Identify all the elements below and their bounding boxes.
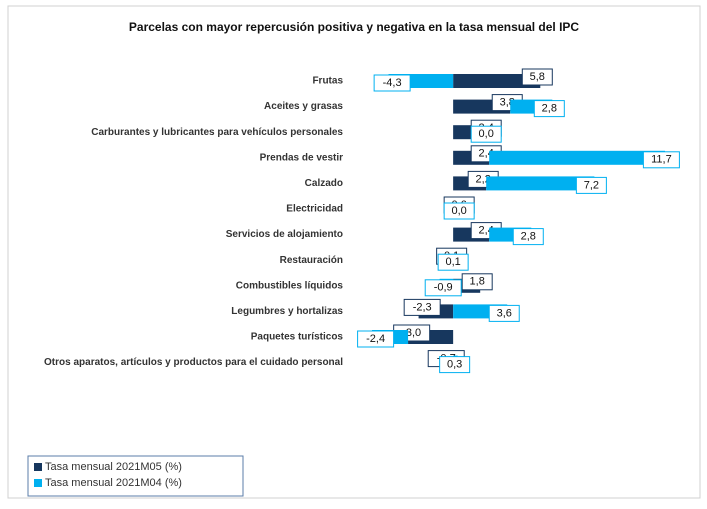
data-label: 5,8 [530, 71, 545, 83]
bar [489, 150, 665, 165]
category-label: Restauración [280, 255, 343, 266]
category-label: Combustibles líquidos [236, 280, 344, 291]
legend-label: Tasa mensual 2021M05 (%) [45, 461, 182, 473]
data-label-box [488, 304, 520, 322]
data-label-box [373, 74, 411, 92]
data-label: 0,1 [445, 256, 460, 268]
data-label-box [461, 273, 493, 291]
bar [486, 176, 595, 191]
data-label-box [439, 356, 471, 374]
bar [453, 74, 541, 88]
data-label-box [470, 125, 502, 143]
category-label: Legumbres y hortalizas [231, 306, 343, 317]
data-label-box [424, 279, 462, 297]
data-label-box [575, 176, 607, 194]
data-label: 3,6 [497, 307, 512, 319]
data-label: -0,9 [434, 282, 453, 294]
data-label: 0,3 [447, 359, 462, 371]
legend-label: Tasa mensual 2021M04 (%) [45, 477, 182, 489]
category-label: Paquetes turísticos [251, 332, 344, 343]
data-label-box [437, 253, 469, 271]
data-label: 0,0 [479, 128, 494, 140]
category-label: Otros aparatos, artículos y productos pa… [44, 357, 343, 368]
data-label: 2,8 [542, 103, 557, 115]
legend-swatch [34, 479, 42, 487]
category-label: Servicios de alojamiento [226, 229, 343, 240]
data-label: 11,7 [651, 154, 672, 166]
data-label-box [512, 228, 544, 246]
category-label: Carburantes y lubricantes para vehículos… [91, 127, 343, 138]
chart-frame [7, 5, 701, 499]
category-label: Aceites y grasas [264, 101, 343, 112]
data-label-box [357, 330, 395, 348]
data-label-box [642, 151, 680, 169]
data-label-box [403, 298, 441, 316]
data-label: 2,8 [521, 231, 536, 243]
data-label: -4,3 [383, 77, 402, 89]
data-label-box [443, 202, 475, 220]
data-label: 1,8 [470, 276, 485, 288]
data-label-box [533, 100, 565, 118]
legend-swatch [34, 463, 42, 471]
data-label: 0,0 [452, 205, 467, 217]
data-label: -2,4 [366, 333, 385, 345]
category-label: Calzado [305, 178, 343, 189]
category-label: Frutas [312, 76, 343, 87]
legend [27, 455, 244, 497]
data-label: 7,2 [584, 179, 599, 191]
category-label: Prendas de vestir [260, 152, 343, 163]
category-label: Electricidad [286, 204, 343, 215]
data-label-box [521, 68, 553, 86]
data-label: -2,3 [413, 301, 432, 313]
chart-title: Parcelas con mayor repercusión positiva … [129, 20, 580, 34]
